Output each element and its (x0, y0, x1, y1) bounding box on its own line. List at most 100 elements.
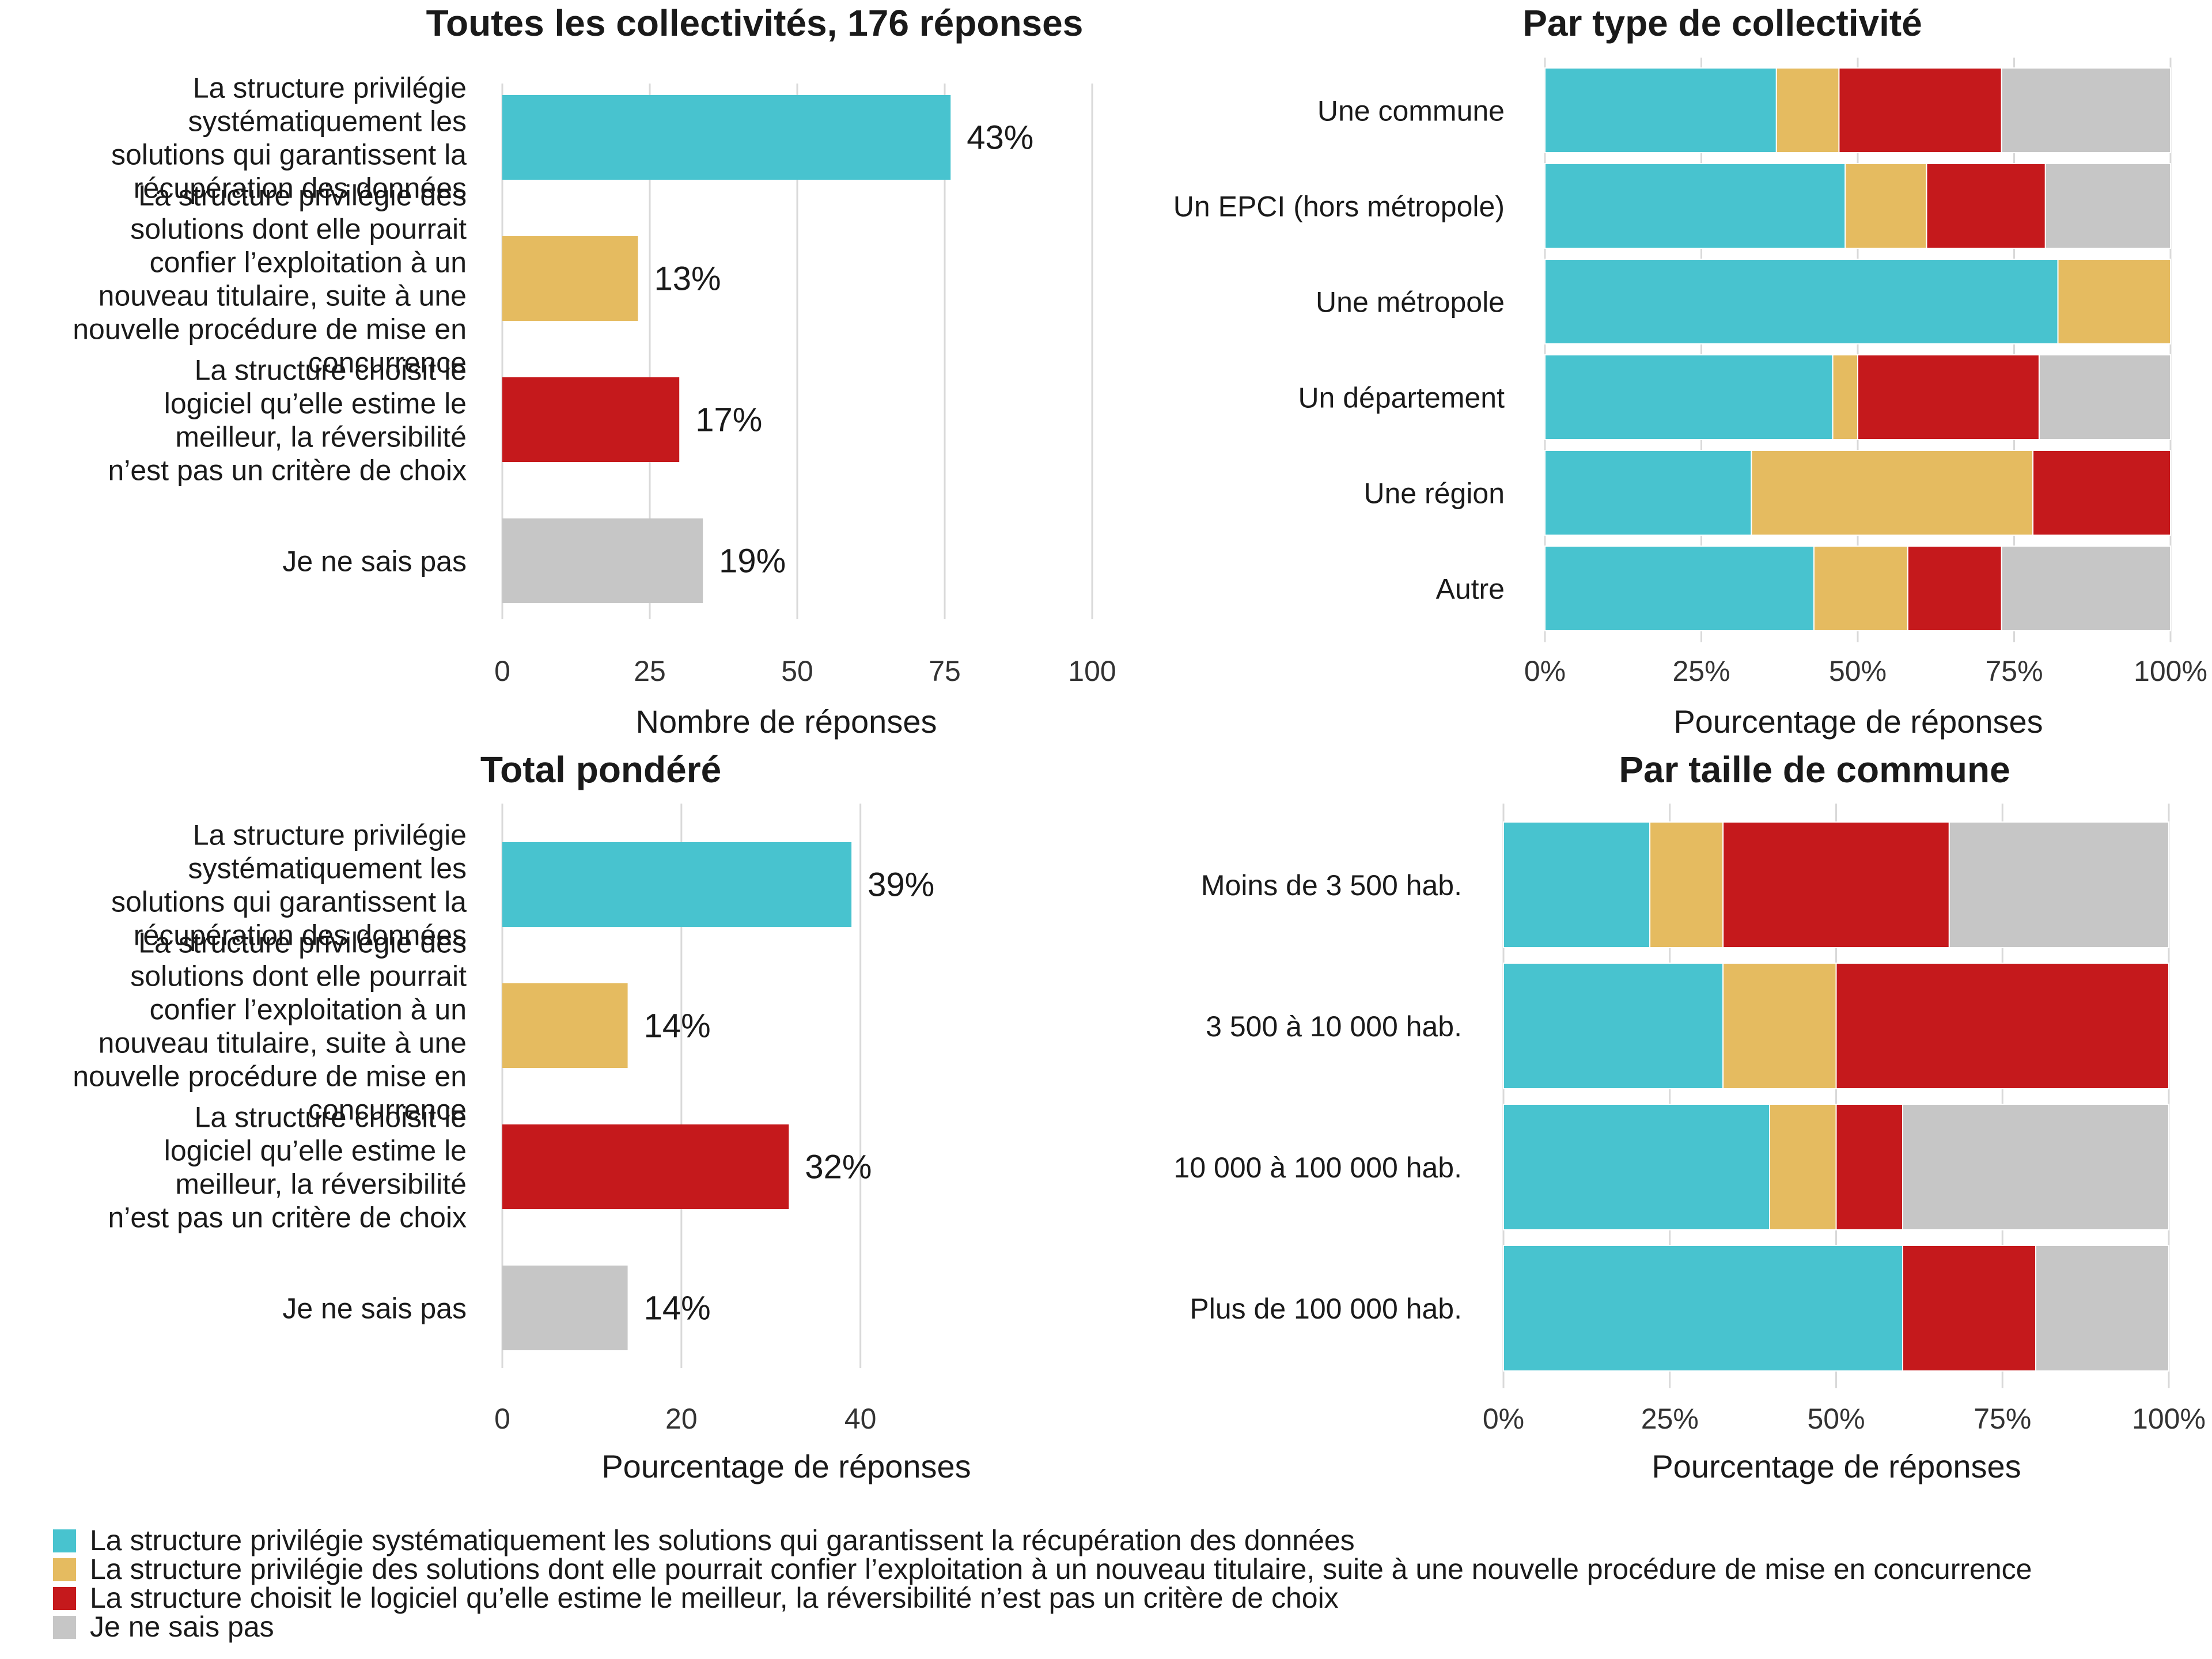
bar-segment-ne_sais_pas (2001, 67, 2172, 153)
panel-title: Par type de collectivité (1522, 2, 1922, 44)
bar-segment-meilleur (1722, 821, 1950, 948)
data-label: 43% (967, 119, 1033, 157)
x-tick-label: 0% (1483, 1403, 1524, 1435)
bar-segment-recuperation (1503, 1245, 1903, 1372)
bar-segment-concurrence (1751, 450, 2034, 536)
bar-segment-ne_sais_pas (2044, 163, 2172, 249)
category-label: Je ne sais pas (282, 1293, 467, 1325)
category-label: Un département (1298, 382, 1505, 414)
bar-segment-meilleur (1838, 67, 2002, 153)
panel-toutes: Toutes les collectivités, 176 réponses 0 2… (73, 2, 1116, 740)
x-tick-label: 75% (1974, 1403, 2031, 1435)
bar-ne_sais_pas (502, 518, 703, 603)
category-label: La structure privilégie des solutions don… (73, 927, 467, 1126)
category-label: La structure privilégie des solutions don… (73, 180, 467, 379)
legend-swatch-concurrence (53, 1558, 76, 1581)
x-tick-label: 75% (1985, 655, 2043, 687)
x-axis-title: Pourcentage de réponses (1673, 703, 2043, 740)
data-label: 13% (654, 260, 721, 298)
bar-segment-recuperation (1544, 354, 1834, 440)
bar-segment-ne_sais_pas (2038, 354, 2171, 440)
category-label: La structure choisit le logiciel qu’elle … (108, 354, 467, 487)
panel-title: Par taille de commune (1619, 749, 2010, 790)
legend-swatch-meilleur (53, 1587, 76, 1610)
legend-label: Je ne sais pas (90, 1611, 274, 1643)
data-label: 19% (719, 543, 786, 580)
category-label: La structure privilégie systématiquement … (111, 72, 467, 204)
legend-swatch-recuperation (53, 1529, 76, 1552)
x-tick-label: 100% (2132, 1403, 2206, 1435)
bar-segment-concurrence (1844, 163, 1927, 249)
x-tick-label: 25% (1641, 1403, 1699, 1435)
legend-label: La structure privilégie des solutions do… (90, 1553, 2032, 1585)
category-label: Un EPCI (hors métropole) (1173, 191, 1505, 223)
bar-segment-concurrence (1832, 354, 1859, 440)
bar-segment-meilleur (1907, 546, 2002, 631)
bar-segment-concurrence (1813, 546, 1908, 631)
x-axis-title: Nombre de réponses (636, 703, 937, 740)
bar-segment-ne_sais_pas (1948, 821, 2170, 948)
bar-segment-recuperation (1544, 259, 2059, 344)
x-tick-label: 25 (634, 655, 666, 687)
bar-segment-ne_sais_pas (2001, 546, 2172, 631)
data-label: 39% (868, 866, 934, 904)
legend-label: La structure privilégie systématiquement… (90, 1524, 1355, 1556)
bar-segment-meilleur (2032, 450, 2172, 536)
category-label: La structure privilégie systématiquement … (111, 819, 467, 952)
category-label: 3 500 à 10 000 hab. (1206, 1010, 1462, 1043)
bar-segment-meilleur (1835, 1104, 1903, 1230)
panel-title: Total pondéré (480, 749, 721, 790)
x-tick-label: 50 (781, 655, 813, 687)
x-tick-label: 50% (1829, 655, 1887, 687)
bar-segment-recuperation (1544, 546, 1815, 631)
bar-segment-recuperation (1544, 450, 1752, 536)
panel-taille: Par taille de commune 0% 25% 50% 75% 100% Pour… (1174, 749, 2206, 1484)
bar-segment-concurrence (1775, 67, 1840, 153)
bar-segment-recuperation (1503, 821, 1651, 948)
x-axis-title: Pourcentage de réponses (601, 1448, 971, 1484)
category-label: Moins de 3 500 hab. (1201, 869, 1462, 902)
bar-recuperation (502, 842, 852, 927)
bar-concurrence (502, 983, 628, 1068)
bar-segment-meilleur (1835, 963, 2169, 1089)
bar-segment-ne_sais_pas (2035, 1245, 2169, 1372)
bar-meilleur (502, 377, 680, 462)
x-tick-label: 25% (1672, 655, 1730, 687)
bar-segment-recuperation (1503, 963, 1724, 1089)
category-label: Une commune (1317, 95, 1505, 127)
x-axis-title: Pourcentage de réponses (1652, 1448, 2021, 1484)
category-label: La structure choisit le logiciel qu’elle … (108, 1101, 467, 1234)
bar-segment-concurrence (1769, 1104, 1837, 1230)
category-label: Autre (1435, 573, 1505, 605)
legend-label: La structure choisit le logiciel qu’elle… (90, 1582, 1339, 1614)
x-tick-label: 75 (929, 655, 961, 687)
bar-segment-concurrence (2057, 259, 2172, 344)
x-tick-label: 0% (1524, 655, 1566, 687)
x-tick-label: 0 (494, 1403, 510, 1435)
x-tick-label: 100% (2134, 655, 2207, 687)
x-tick-label: 40 (844, 1403, 877, 1435)
category-label: Une région (1363, 478, 1505, 510)
x-tick-label: 50% (1807, 1403, 1865, 1435)
data-label: 14% (644, 1007, 711, 1045)
data-label: 14% (644, 1290, 711, 1327)
bar-segment-concurrence (1649, 821, 1724, 948)
panel-title: Toutes les collectivités, 176 réponses (426, 2, 1084, 44)
category-label: Plus de 100 000 hab. (1190, 1293, 1462, 1325)
bar-segment-recuperation (1544, 163, 1846, 249)
x-tick-label: 100 (1068, 655, 1116, 687)
category-label: Une métropole (1316, 286, 1505, 319)
bar-segment-meilleur (1926, 163, 2046, 249)
data-label: 17% (695, 402, 762, 439)
bar-concurrence (502, 236, 638, 321)
bar-segment-meilleur (1857, 354, 2040, 440)
x-tick-label: 0 (494, 655, 510, 687)
bar-meilleur (502, 1124, 789, 1209)
legend: La structure privilégie systématiquement… (53, 1524, 2032, 1643)
legend-swatch-ne_sais_pas (53, 1616, 76, 1639)
bar-segment-ne_sais_pas (1902, 1104, 2169, 1230)
panel-pondere: Total pondéré 0 20 40 Pourcentage de réponse… (73, 749, 971, 1484)
panel-type: Par type de collectivité 0% 25% 50% 75% 100% P… (1173, 2, 2207, 740)
x-tick-label: 20 (665, 1403, 698, 1435)
